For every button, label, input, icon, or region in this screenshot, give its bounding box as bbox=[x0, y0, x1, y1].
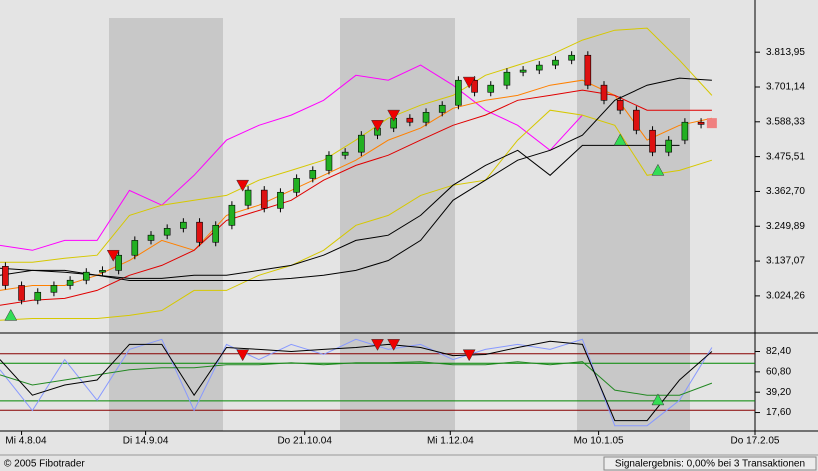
signal-marker bbox=[371, 120, 384, 132]
candle bbox=[228, 204, 236, 226]
series-line bbox=[0, 77, 712, 281]
y-tick-label: 3.249,89 bbox=[766, 221, 805, 232]
signal-marker bbox=[462, 349, 476, 362]
candle bbox=[309, 170, 317, 179]
candle bbox=[260, 189, 268, 209]
period-shading bbox=[109, 18, 690, 431]
plot: 3.813,95 3.701,14 3.588,33 3.475,51 3.362,70… bbox=[0, 27, 805, 447]
signal-marker bbox=[236, 349, 250, 362]
signal-marker bbox=[651, 163, 665, 176]
candle bbox=[600, 84, 608, 101]
signal-box bbox=[603, 456, 817, 471]
candle bbox=[697, 121, 705, 125]
candle bbox=[519, 69, 527, 73]
candle bbox=[455, 79, 462, 106]
signal-marker bbox=[706, 118, 717, 129]
candle bbox=[163, 228, 171, 236]
signal-marker bbox=[106, 249, 120, 262]
x-tick-label: Do 17.2.05 bbox=[731, 436, 780, 447]
candle bbox=[552, 59, 559, 66]
y-tick-label: 3.701,14 bbox=[766, 82, 805, 93]
series-line bbox=[0, 340, 713, 422]
y-tick-label: 3.588,33 bbox=[766, 116, 805, 127]
candle bbox=[471, 79, 478, 93]
x-tick-label: Mi 4.8.04 bbox=[5, 436, 47, 447]
signal-marker bbox=[387, 109, 401, 122]
x-tick-label: Di 14.9.04 bbox=[123, 436, 169, 447]
y-tick-label: 60,80 bbox=[766, 366, 791, 377]
candle bbox=[18, 285, 25, 301]
candle bbox=[665, 139, 673, 153]
candle bbox=[406, 117, 414, 123]
series-line bbox=[0, 361, 713, 396]
y-tick-label: 39,20 bbox=[766, 387, 791, 398]
y-tick-label: 3.362,70 bbox=[766, 186, 805, 197]
y-tick-label: 3.475,51 bbox=[766, 151, 805, 162]
candle bbox=[325, 154, 333, 171]
series-line bbox=[0, 109, 713, 321]
candle bbox=[115, 254, 122, 271]
signal-marker bbox=[371, 339, 384, 351]
candle bbox=[147, 234, 155, 241]
candle bbox=[649, 129, 656, 153]
y-tick-label: 17,60 bbox=[766, 407, 791, 418]
candle bbox=[131, 240, 139, 256]
y-tick-label: 82,40 bbox=[766, 346, 791, 357]
series-line bbox=[0, 27, 713, 263]
candle bbox=[584, 54, 592, 86]
shade-band bbox=[109, 18, 223, 431]
candle bbox=[358, 134, 365, 153]
candle bbox=[212, 224, 220, 243]
y-tick-label: 3.024,26 bbox=[766, 291, 805, 302]
x-tick-label: Mi 1.12.04 bbox=[427, 436, 474, 447]
candle bbox=[568, 54, 575, 61]
signal-marker bbox=[613, 133, 627, 146]
signal-marker bbox=[651, 393, 665, 406]
candle bbox=[422, 112, 430, 123]
series-line bbox=[0, 144, 680, 279]
candle bbox=[681, 121, 689, 141]
copyright: © 2005 Fibotrader bbox=[4, 459, 85, 470]
candle bbox=[34, 291, 42, 301]
candle bbox=[82, 271, 90, 281]
y-tick-label: 3.813,95 bbox=[766, 47, 805, 58]
candle bbox=[2, 266, 9, 286]
candle bbox=[616, 100, 624, 111]
candle bbox=[535, 64, 543, 71]
candle bbox=[66, 279, 74, 286]
candle bbox=[277, 191, 284, 209]
candle bbox=[180, 221, 187, 229]
x-tick-label: Do 21.10.04 bbox=[277, 436, 332, 447]
candle bbox=[341, 151, 349, 156]
series-line bbox=[0, 89, 712, 306]
y-tick-label: 3.137,07 bbox=[766, 256, 805, 267]
candle bbox=[99, 270, 106, 273]
signal-marker bbox=[462, 76, 476, 89]
candle bbox=[487, 84, 495, 93]
series-line bbox=[0, 338, 713, 427]
candle bbox=[503, 71, 511, 86]
signal-result: Signalergebnis: 0,00% bei 3 Transaktione… bbox=[615, 459, 805, 470]
candle bbox=[293, 178, 300, 193]
x-tick-label: Mo 10.1.05 bbox=[574, 436, 624, 447]
signal-marker bbox=[4, 308, 18, 321]
candle bbox=[50, 285, 58, 293]
signal-marker bbox=[387, 339, 401, 351]
candle bbox=[244, 189, 252, 206]
candle bbox=[196, 221, 203, 243]
signal-marker bbox=[236, 179, 250, 192]
series-line bbox=[0, 64, 583, 251]
candle bbox=[633, 109, 640, 131]
candle bbox=[438, 104, 446, 113]
